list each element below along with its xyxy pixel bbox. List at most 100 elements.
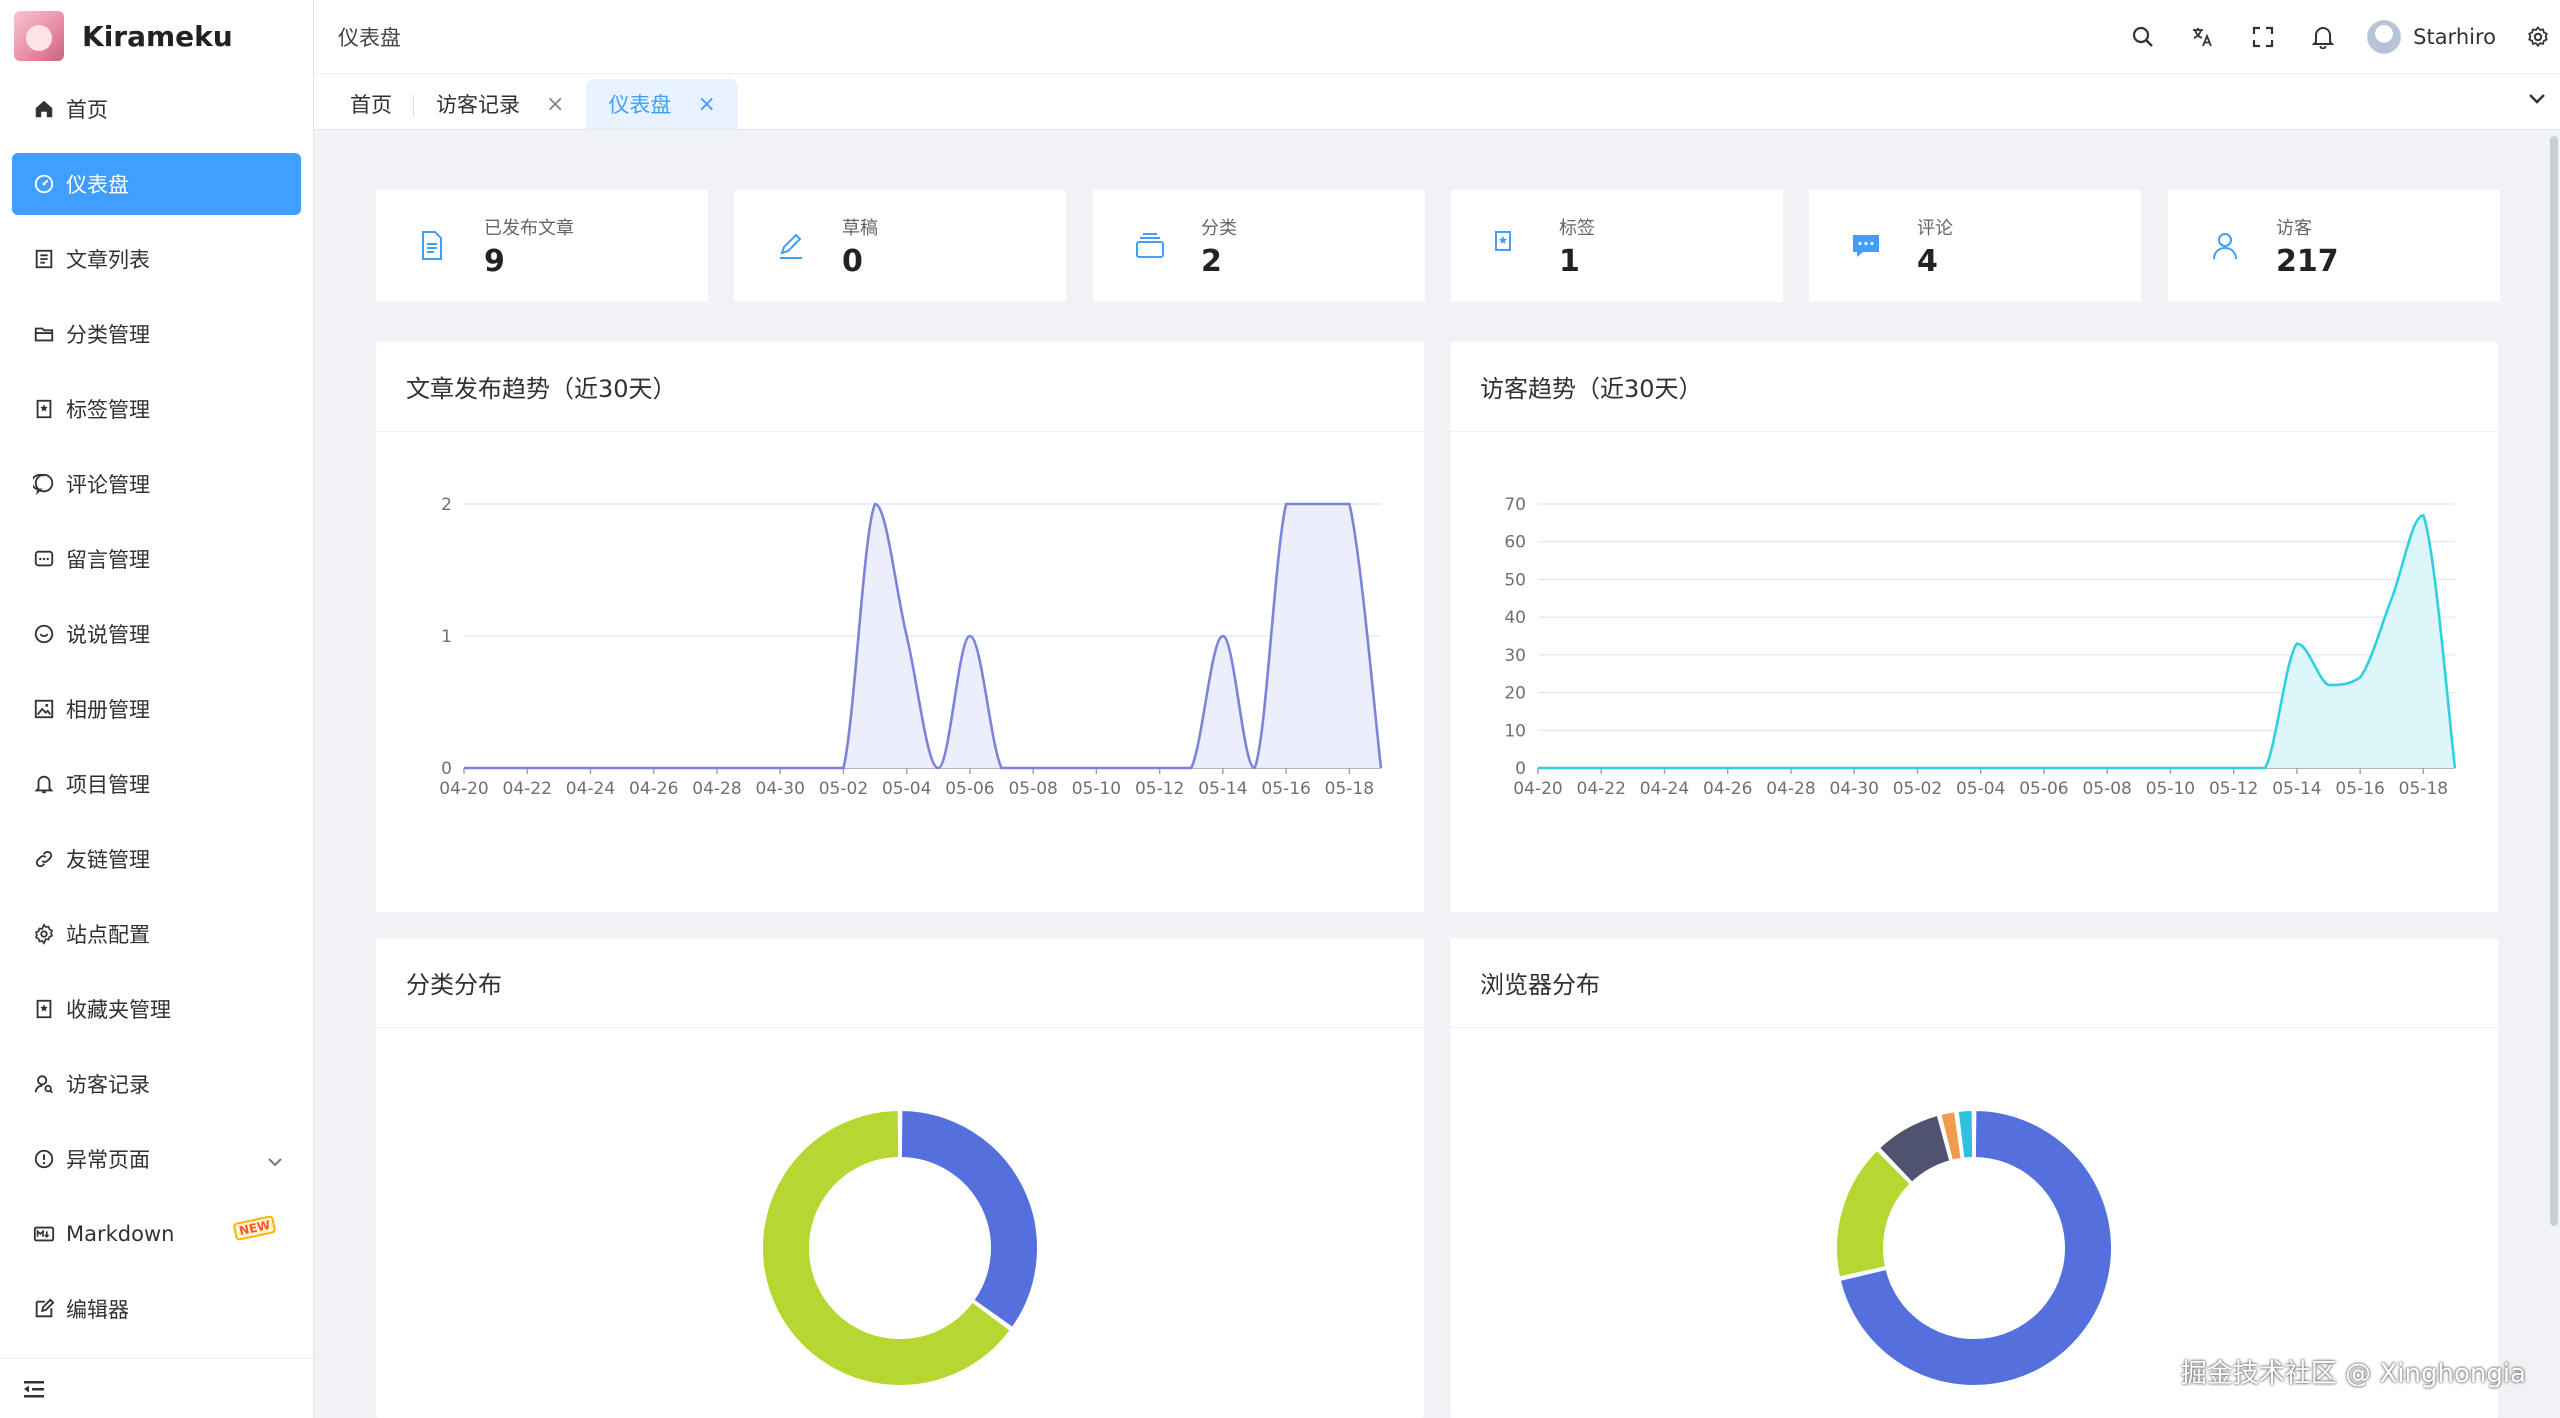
sidebar-item-14[interactable]: 访客记录: [12, 1053, 301, 1115]
gear-icon: [2528, 26, 2548, 48]
settings-icon-wrap: [32, 922, 56, 946]
stat-value: 0: [842, 243, 863, 279]
brand[interactable]: Kirameku: [0, 0, 313, 72]
close-icon[interactable]: ×: [697, 91, 716, 117]
articles-chart-x-tick-label: 04-30: [756, 779, 805, 799]
link-icon: [35, 850, 53, 868]
category-donut-chart: [761, 1109, 1039, 1387]
sidebar-item-label: 评论管理: [66, 473, 150, 497]
browser-donut-slice-3: [1877, 1113, 1952, 1184]
tab-label: 访客记录: [436, 93, 520, 117]
fullscreen-icon: [2253, 26, 2274, 48]
sidebar-item-16[interactable]: Markdown NEW: [12, 1203, 301, 1265]
sidebar-item-label: 说说管理: [66, 623, 150, 647]
sidebar-item-5[interactable]: 标签管理: [12, 378, 301, 440]
visitors-chart-x-tick-label: 04-22: [1577, 779, 1626, 799]
tab-3[interactable]: 仪表盘 ×: [586, 79, 738, 129]
sidebar-item-7[interactable]: 留言管理: [12, 528, 301, 590]
browser-donut-slice-1: [1838, 1109, 2113, 1387]
link-icon-wrap: [32, 847, 56, 871]
tab-2[interactable]: 访客记录 ×: [414, 79, 586, 129]
articles-chart-x-tick-label: 04-20: [439, 779, 488, 799]
visitors-chart-line: [1538, 514, 2457, 770]
user-menu[interactable]: Starhiro: [2367, 20, 2496, 54]
tabs-bar: 首页 访客记录 × 仪表盘 ×: [314, 74, 2560, 130]
settings-button[interactable]: [2516, 0, 2560, 74]
stat-value: 4: [1917, 243, 1938, 279]
visitors-chart-x-tick-label: 05-08: [2082, 779, 2131, 799]
notification-button[interactable]: [2293, 0, 2353, 74]
sidebar-item-6[interactable]: 评论管理: [12, 453, 301, 515]
collapse-sidebar-button[interactable]: [0, 1358, 313, 1418]
comment-icon: [33, 473, 54, 495]
warning-icon-wrap: [32, 1147, 56, 1171]
top-header: 仪表盘 Starhiro: [314, 0, 2560, 74]
settings-icon: [34, 923, 54, 945]
sidebar-item-label: 标签管理: [66, 398, 150, 422]
fullscreen-button[interactable]: [2233, 0, 2293, 74]
breadcrumb: 仪表盘: [338, 25, 401, 50]
chevron-down-icon: [2529, 94, 2545, 104]
sidebar-item-4[interactable]: 分类管理: [12, 303, 301, 365]
articles-trend-panel: 文章发布趋势（近30天） 0 1 2 04-20 04-22 04-24 04-26 04-2…: [376, 342, 1424, 912]
visitors-trend-panel: 访客趋势（近30天） 0 10 20 30 40 50 60 70 04-20 04-22 04-2…: [1450, 342, 2498, 912]
editor-icon-wrap: [32, 1297, 56, 1321]
articles-chart-x-tick-label: 05-12: [1135, 779, 1184, 799]
dashboard-icon-wrap: [32, 172, 56, 196]
stat-card-1[interactable]: 已发布文章 9: [376, 190, 708, 302]
chat-icon: [34, 624, 54, 644]
articles-chart-y-tick-label: 2: [441, 495, 452, 515]
category-donut-slice-1: [899, 1109, 1039, 1329]
sidebar-item-label: 收藏夹管理: [66, 998, 171, 1022]
stat-card-5[interactable]: 评论 4: [1809, 190, 2141, 302]
sidebar-item-8[interactable]: 说说管理: [12, 603, 301, 665]
sidebar-item-10[interactable]: 项目管理: [12, 753, 301, 815]
articles-trend-chart: 0 1 2 04-20 04-22 04-24 04-26 04-28 04-30 05-02 05…: [439, 495, 1383, 799]
tab-label: 首页: [350, 93, 392, 117]
sidebar-item-9[interactable]: 相册管理: [12, 678, 301, 740]
visitors-chart-x-tick-label: 05-18: [2399, 779, 2448, 799]
visitors-chart-y-tick-label: 70: [1504, 495, 1526, 515]
user-icon-wrap: [2208, 229, 2242, 263]
visitors-chart-y-tick-label: 20: [1504, 684, 1526, 704]
visitor-icon-wrap: [32, 1072, 56, 1096]
tag-icon: [36, 399, 52, 419]
stat-card-3[interactable]: 分类 2: [1093, 190, 1425, 302]
sidebar-item-15[interactable]: 异常页面: [12, 1128, 301, 1190]
sidebar-item-label: 站点配置: [66, 923, 150, 947]
tabs-dropdown-button[interactable]: [2528, 90, 2546, 109]
sidebar-item-11[interactable]: 友链管理: [12, 828, 301, 890]
stat-card-6[interactable]: 访客 217: [2168, 190, 2500, 302]
articles-chart-x-tick-label: 04-26: [629, 779, 678, 799]
visitors-chart-y-tick-label: 30: [1504, 646, 1526, 666]
sidebar-item-label: 异常页面: [66, 1148, 150, 1172]
stat-card-2[interactable]: 草稿 0: [734, 190, 1066, 302]
album-icon-wrap: [32, 697, 56, 721]
editor-icon: [35, 1298, 55, 1318]
markdown-icon: [33, 1226, 55, 1242]
articles-chart-x-tick-label: 05-08: [1008, 779, 1057, 799]
sidebar-item-label: 访客记录: [66, 1073, 150, 1097]
articles-chart-y-tick-label: 1: [441, 627, 452, 647]
search-button[interactable]: [2113, 0, 2173, 74]
tag-icon: [1495, 231, 1511, 251]
tab-1[interactable]: 首页: [328, 79, 414, 129]
sidebar-item-1[interactable]: 首页: [12, 78, 301, 140]
header-actions: Starhiro: [2113, 0, 2560, 74]
articles-chart-x-tick-label: 05-14: [1198, 779, 1247, 799]
comment-bubble-icon-wrap: [1849, 229, 1883, 263]
sidebar-item-3[interactable]: 文章列表: [12, 228, 301, 290]
sidebar-item-12[interactable]: 站点配置: [12, 903, 301, 965]
dashboard-icon: [34, 174, 54, 194]
vertical-scrollbar[interactable]: [2550, 136, 2558, 1226]
translate-button[interactable]: [2173, 0, 2233, 74]
sidebar-item-2[interactable]: 仪表盘: [12, 153, 301, 215]
sidebar-item-17[interactable]: 编辑器: [12, 1278, 301, 1340]
sidebar-item-13[interactable]: 收藏夹管理: [12, 978, 301, 1040]
stat-card-4[interactable]: 标签 1: [1451, 190, 1783, 302]
avatar: [2367, 20, 2402, 54]
album-icon: [34, 699, 54, 719]
close-icon[interactable]: ×: [546, 91, 565, 117]
collapse-icon: [24, 1380, 44, 1397]
articles-chart-x-tick-label: 05-10: [1072, 779, 1121, 799]
